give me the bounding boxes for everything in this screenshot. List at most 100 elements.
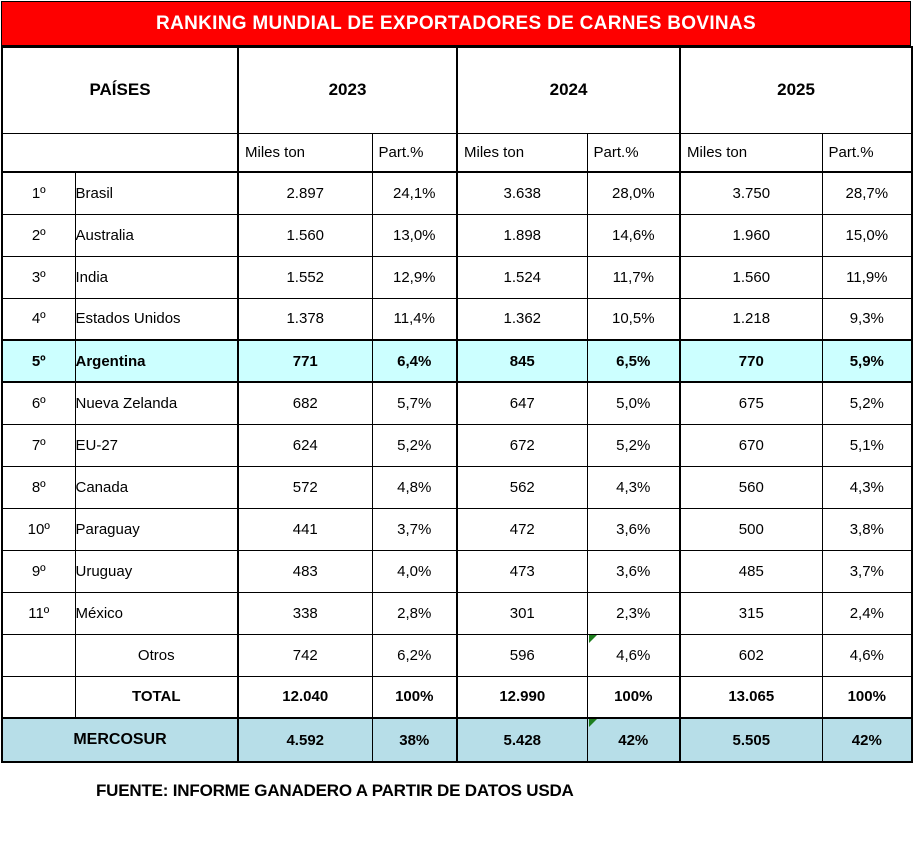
part-pct-cell: 3,6% [586,549,681,593]
paises-header: PAÍSES [1,46,239,134]
part-pct-cell: 4,3% [586,465,681,509]
miles-ton-cell: 483 [237,549,373,593]
rank-cell: 11º [1,591,76,635]
part-pct-cell: 10,5% [586,297,681,341]
part-pct-cell: 42% [586,717,681,763]
ranking-table: PAÍSES 2023 2024 2025 Miles ton Part.% M… [1,46,914,763]
rank-cell: 10º [1,507,76,551]
country-cell: Otros [74,633,239,677]
part-pct-cell: 3,6% [586,507,681,551]
part-pct-cell: 14,6% [586,213,681,257]
part-pct-cell: 9,3% [821,297,913,341]
year-2023-header: 2023 [236,46,458,134]
part-pct-cell: 5,2% [586,423,681,467]
miles-ton-cell: 845 [456,339,588,383]
part-pct-cell: 2,4% [821,591,913,635]
table-row: 11º México 338 2,8% 301 2,3% 315 2,4% [1,591,913,635]
miles-ton-cell: 1.960 [679,213,823,257]
rank-cell [1,633,76,677]
part-pct-cell: 6,2% [371,633,458,677]
miles-ton-cell: 441 [237,507,373,551]
part-pct-cell: 11,9% [821,255,913,299]
part-pct-cell: 6,4% [371,339,458,383]
part-pct-header-2024: Part.% [586,132,681,173]
miles-ton-cell: 672 [456,423,588,467]
rank-cell: 1º [1,171,76,215]
miles-ton-cell: 742 [237,633,373,677]
miles-ton-cell: 13.065 [679,675,823,719]
country-cell: Argentina [74,339,239,383]
miles-ton-cell: 670 [679,423,823,467]
miles-ton-cell: 301 [456,591,588,635]
part-pct-cell: 100% [586,675,681,719]
miles-ton-cell: 675 [679,381,823,425]
part-pct-cell: 4,6% [821,633,913,677]
miles-ton-cell: 1.218 [679,297,823,341]
part-pct-cell: 28,7% [821,171,913,215]
table-row: 2º Australia 1.560 13,0% 1.898 14,6% 1.960 15,0… [1,213,913,257]
part-pct-cell: 100% [371,675,458,719]
mercosur-label: MERCOSUR [1,717,239,763]
part-pct-cell: 5,2% [821,381,913,425]
miles-ton-cell: 771 [237,339,373,383]
miles-ton-cell: 562 [456,465,588,509]
miles-ton-cell: 12.990 [456,675,588,719]
table-title: RANKING MUNDIAL DE EXPORTADORES DE CARNE… [156,12,756,34]
miles-ton-cell: 1.378 [237,297,373,341]
miles-ton-cell: 5.505 [679,717,823,763]
part-pct-cell: 4,3% [821,465,913,509]
miles-ton-cell: 1.362 [456,297,588,341]
table-row: Otros 742 6,2% 596 4,6% 602 4,6% [1,633,913,677]
miles-ton-cell: 770 [679,339,823,383]
table-row: 1º Brasil 2.897 24,1% 3.638 28,0% 3.750 28,7% [1,171,913,215]
rank-cell: 7º [1,423,76,467]
source-note: FUENTE: INFORME GANADERO A PARTIR DE DAT… [96,781,574,800]
excel-error-flag-icon [588,635,597,643]
rank-cell: 6º [1,381,76,425]
year-2025-header: 2025 [679,46,913,134]
miles-ton-header-2025: Miles ton [679,132,823,173]
miles-ton-cell: 5.428 [456,717,588,763]
mercosur-row: MERCOSUR 4.592 38% 5.428 42% 5.505 42% [1,717,913,763]
year-2024-header: 2024 [456,46,681,134]
miles-ton-cell: 473 [456,549,588,593]
part-pct-cell: 4,8% [371,465,458,509]
part-pct-cell: 12,9% [371,255,458,299]
miles-ton-cell: 2.897 [237,171,373,215]
country-cell: Estados Unidos [74,297,239,341]
table-header: PAÍSES 2023 2024 2025 Miles ton Part.% M… [1,46,913,173]
table-row: 4º Estados Unidos 1.378 11,4% 1.362 10,5% 1.21… [1,297,913,341]
miles-ton-cell: 1.560 [679,255,823,299]
part-pct-cell: 2,8% [371,591,458,635]
miles-ton-cell: 1.524 [456,255,588,299]
part-pct-cell: 4,0% [371,549,458,593]
part-pct-cell: 42% [821,717,913,763]
miles-ton-cell: 12.040 [237,675,373,719]
country-cell: Australia [74,213,239,257]
miles-ton-cell: 3.750 [679,171,823,215]
miles-ton-cell: 3.638 [456,171,588,215]
country-cell: Uruguay [74,549,239,593]
table-row: 5º Argentina 771 6,4% 845 6,5% 770 5,9% [1,339,913,383]
miles-ton-cell: 315 [679,591,823,635]
part-pct-header-2025: Part.% [821,132,913,173]
country-cell: Canada [74,465,239,509]
rank-cell: 4º [1,297,76,341]
part-pct-cell: 3,8% [821,507,913,551]
miles-ton-cell: 1.552 [237,255,373,299]
miles-ton-cell: 485 [679,549,823,593]
rank-cell: 8º [1,465,76,509]
rank-cell: 3º [1,255,76,299]
miles-ton-header-2024: Miles ton [456,132,588,173]
country-cell: Nueva Zelanda [74,381,239,425]
table-row: 9º Uruguay 483 4,0% 473 3,6% 485 3,7% [1,549,913,593]
part-pct-cell: 38% [371,717,458,763]
table-row: 8º Canada 572 4,8% 562 4,3% 560 4,3% [1,465,913,509]
miles-ton-cell: 624 [237,423,373,467]
miles-ton-header-2023: Miles ton [237,132,373,173]
miles-ton-cell: 1.560 [237,213,373,257]
country-cell: EU-27 [74,423,239,467]
table-title-banner: RANKING MUNDIAL DE EXPORTADORES DE CARNE… [1,1,911,46]
blank-header-cell [1,132,239,173]
